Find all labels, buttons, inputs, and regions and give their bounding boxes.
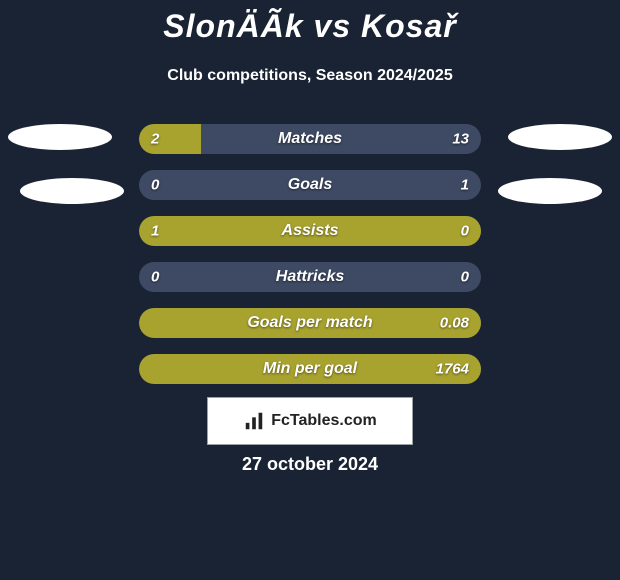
stat-value-right: 1 [461,177,469,194]
stat-row-hattricks: Hattricks 0 0 [139,262,481,292]
stat-label: Assists [282,222,339,240]
stat-label: Hattricks [276,268,344,286]
logo-text: FcTables.com [271,412,377,430]
stat-row-min-per-goal: Min per goal 1764 [139,354,481,384]
stat-row-goals-per-match: Goals per match 0.08 [139,308,481,338]
page-title: SlonÄÃ­k vs Kosař [0,0,620,45]
stat-value-right: 0 [461,223,469,240]
bar-fill-left [139,124,201,154]
bar-chart-icon [243,410,265,432]
side-ellipse [498,178,602,204]
side-ellipse [508,124,612,150]
stat-label: Min per goal [263,360,357,378]
stat-value-right: 0.08 [440,315,469,332]
stat-row-assists: Assists 1 0 [139,216,481,246]
stat-value-left: 1 [151,223,159,240]
stat-label: Goals [288,176,332,194]
stat-row-matches: Matches 2 13 [139,124,481,154]
stat-label: Matches [278,130,342,148]
stat-row-goals: Goals 0 1 [139,170,481,200]
stat-value-right: 1764 [436,361,469,378]
stat-label: Goals per match [247,314,372,332]
stat-value-left: 0 [151,269,159,286]
comparison-bars: Matches213Goals01Assists10Hattricks00Goa… [139,124,481,400]
stat-value-left: 2 [151,131,159,148]
side-ellipse [20,178,124,204]
stat-value-right: 13 [452,131,469,148]
stat-value-left: 0 [151,177,159,194]
fctables-logo: FcTables.com [207,397,413,445]
date-label: 27 october 2024 [242,454,378,475]
stat-value-right: 0 [461,269,469,286]
page-subtitle: Club competitions, Season 2024/2025 [0,67,620,85]
side-ellipse [8,124,112,150]
